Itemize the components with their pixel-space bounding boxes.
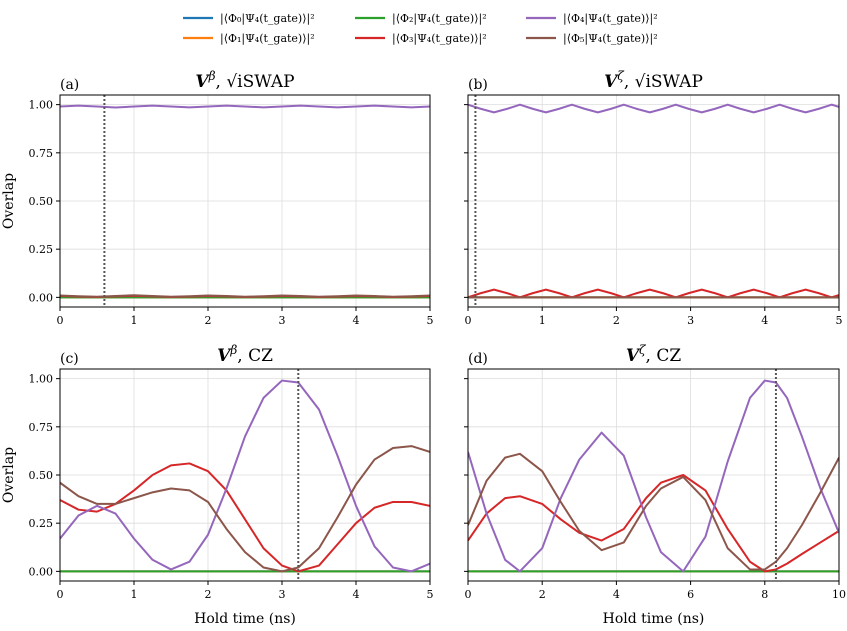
legend-label-phi0: |⟨Φ₀|Ψ₄(t_gate)⟩|² <box>220 12 315 26</box>
x-tick-label: 4 <box>613 588 620 601</box>
title-superscript: β <box>229 343 237 357</box>
legend-label-phi2: |⟨Φ₂|Ψ₄(t_gate)⟩|² <box>392 12 487 26</box>
series-phi5 <box>60 445 430 573</box>
x-tick-label: 0 <box>465 588 472 601</box>
x-tick-label: 5 <box>427 314 434 327</box>
x-tick-label: 3 <box>279 588 286 601</box>
x-tick-label: 5 <box>427 588 434 601</box>
panels: 0 1 2 3 4 5 0.00 0.25 0.50 0.75 1.00 (a) Vβ, √iSWAP O… <box>1 69 846 627</box>
title-gate: CZ <box>656 346 681 366</box>
x-tick-label: 3 <box>687 314 694 327</box>
series-phi4 <box>60 379 430 573</box>
x-axis-label: Hold time (ns) <box>194 611 296 627</box>
y-axis-label: Overlap <box>1 447 17 503</box>
x-tick-label: 2 <box>205 314 212 327</box>
plot-area-1 <box>468 95 839 307</box>
x-tick-label: 8 <box>761 588 768 601</box>
x-tick-label: 1 <box>131 314 138 327</box>
panel-3: 0 2 4 6 8 10 (d) Vζ, CZ Hold time (ns) <box>464 343 846 627</box>
y-tick-label: 0.00 <box>29 291 54 304</box>
y-tick-label: 0.25 <box>29 243 54 256</box>
title-superscript: ζ <box>617 69 625 83</box>
series-phi3 <box>468 288 839 299</box>
title-gate: √iSWAP <box>226 72 294 92</box>
title-operator: V <box>217 346 232 366</box>
title-separator: , <box>237 346 248 366</box>
title-superscript: β <box>208 69 216 83</box>
y-tick-label: 1.00 <box>29 373 54 386</box>
panel-0: 0 1 2 3 4 5 0.00 0.25 0.50 0.75 1.00 (a) Vβ, √iSWAP O… <box>1 69 434 327</box>
legend-label-phi5: |⟨Φ₅|Ψ₄(t_gate)⟩|² <box>563 32 658 46</box>
x-tick-label: 1 <box>131 588 138 601</box>
panel-title: Vζ, √iSWAP <box>604 69 703 92</box>
title-gate: CZ <box>248 346 273 366</box>
panel-2: 0 1 2 3 4 5 0.00 0.25 0.50 0.75 1.00 (c) Vβ, CZ Hold … <box>1 343 434 627</box>
x-tick-label: 4 <box>353 588 360 601</box>
panel-1: 0 1 2 3 4 5 (b) Vζ, √iSWAP <box>464 69 843 327</box>
x-axis-label: Hold time (ns) <box>603 611 705 627</box>
x-tick-label: 1 <box>539 314 546 327</box>
title-gate: √iSWAP <box>635 72 703 92</box>
series-phi5 <box>468 452 839 571</box>
panel-title: Vβ, √iSWAP <box>195 69 294 92</box>
y-tick-label: 0.25 <box>29 517 54 530</box>
panel-label: (b) <box>468 77 488 93</box>
series-phi3 <box>60 462 430 573</box>
x-tick-label: 5 <box>836 314 843 327</box>
title-operator: V <box>604 72 619 92</box>
series-phi4 <box>468 103 839 114</box>
panel-title: Vβ, CZ <box>217 343 273 366</box>
title-operator: V <box>195 72 210 92</box>
panel-label: (d) <box>468 351 488 367</box>
title-superscript: ζ <box>639 343 647 357</box>
series-phi4 <box>468 379 839 573</box>
x-tick-label: 0 <box>57 588 64 601</box>
title-operator: V <box>626 346 641 366</box>
title-separator: , <box>624 72 635 92</box>
panel-label: (a) <box>60 77 79 93</box>
panel-title: Vζ, CZ <box>626 343 682 366</box>
plot-area-3 <box>468 369 839 581</box>
y-tick-label: 0.00 <box>29 565 54 578</box>
y-tick-label: 1.00 <box>29 99 54 112</box>
plot-area-2 <box>60 369 430 581</box>
x-tick-label: 4 <box>761 314 768 327</box>
x-tick-label: 0 <box>57 314 64 327</box>
series-phi3 <box>468 474 839 573</box>
y-tick-label: 0.50 <box>29 195 54 208</box>
y-tick-label: 0.75 <box>29 147 54 160</box>
plot-area-0 <box>60 95 430 307</box>
x-tick-label: 4 <box>353 314 360 327</box>
legend-label-phi1: |⟨Φ₁|Ψ₄(t_gate)⟩|² <box>220 32 315 46</box>
legend-label-phi3: |⟨Φ₃|Ψ₄(t_gate)⟩|² <box>392 32 487 46</box>
legend-label-phi4: |⟨Φ₄|Ψ₄(t_gate)⟩|² <box>563 12 658 26</box>
x-tick-label: 6 <box>687 588 694 601</box>
series-phi5 <box>60 294 430 298</box>
x-tick-label: 2 <box>613 314 620 327</box>
panel-label: (c) <box>60 351 79 367</box>
x-tick-label: 2 <box>205 588 212 601</box>
y-tick-label: 0.50 <box>29 469 54 482</box>
y-axis-label: Overlap <box>1 173 17 229</box>
x-tick-label: 2 <box>539 588 546 601</box>
x-tick-label: 3 <box>279 314 286 327</box>
y-tick-label: 0.75 <box>29 421 54 434</box>
series-phi4 <box>60 104 430 109</box>
x-tick-label: 0 <box>465 314 472 327</box>
legend: |⟨Φ₀|Ψ₄(t_gate)⟩|² |⟨Φ₁|Ψ₄(t_gate)⟩|² |⟨Φ₂… <box>183 12 658 46</box>
x-tick-label: 10 <box>832 588 846 601</box>
title-separator: , <box>646 346 657 366</box>
title-separator: , <box>216 72 227 92</box>
